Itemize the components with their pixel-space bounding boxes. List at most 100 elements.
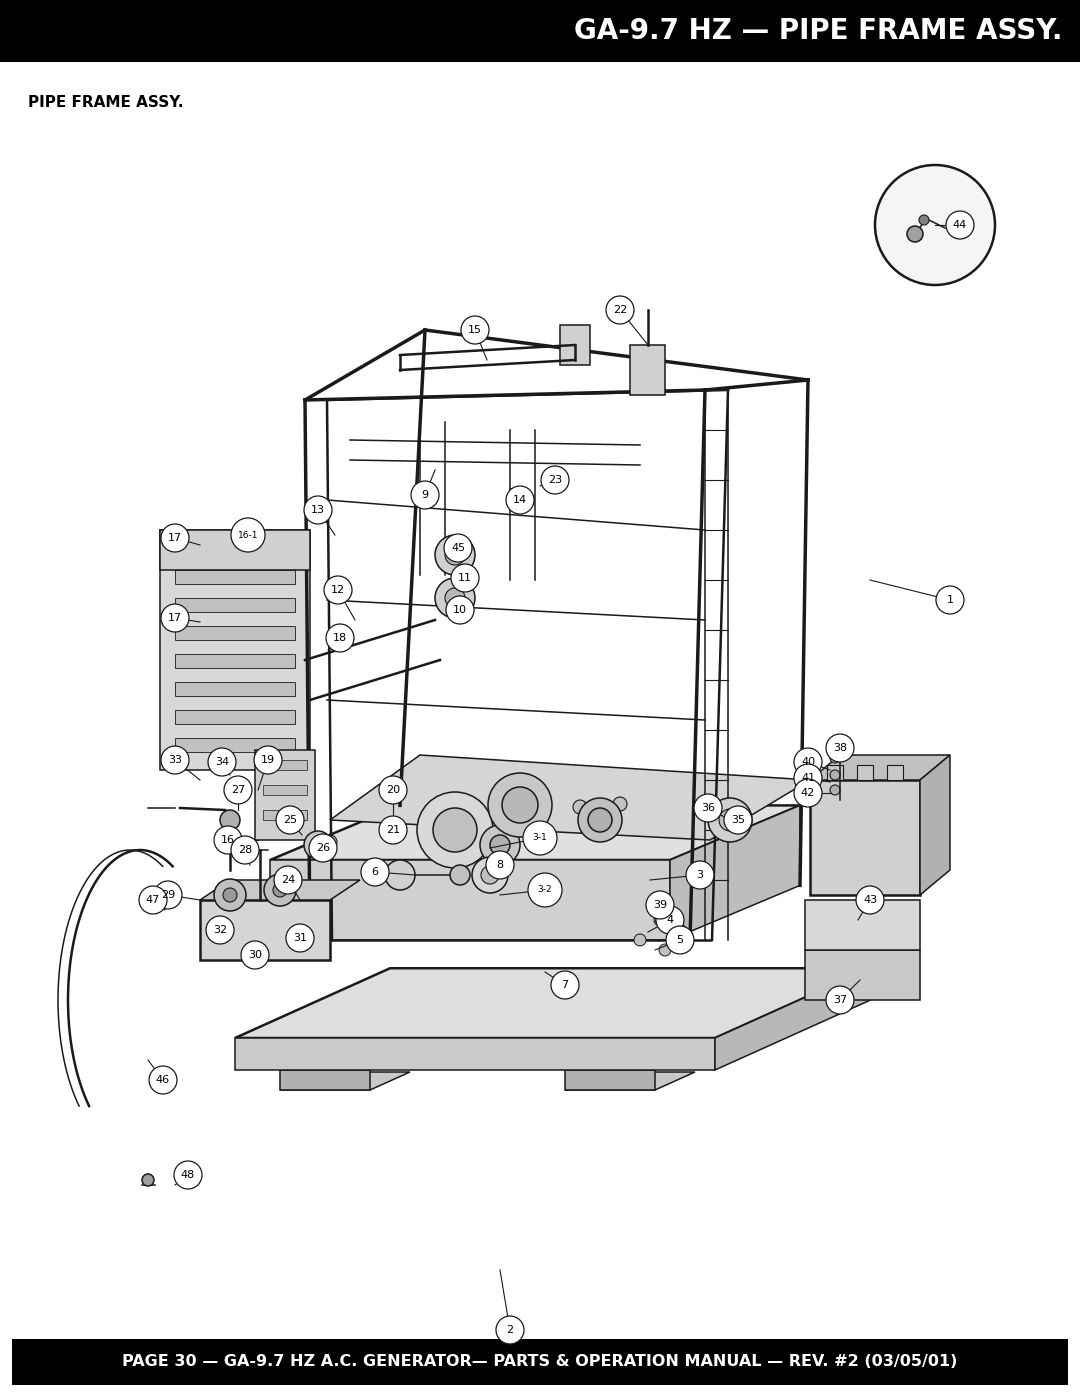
Polygon shape [810,754,950,780]
Circle shape [946,211,974,239]
Circle shape [154,882,183,909]
Bar [12,1338,1068,1384]
Polygon shape [175,738,295,752]
Circle shape [451,564,480,592]
Polygon shape [200,880,360,900]
Circle shape [659,944,671,956]
Circle shape [254,746,282,774]
Circle shape [326,624,354,652]
Circle shape [656,907,684,935]
Circle shape [435,578,475,617]
Text: 2: 2 [507,1324,514,1336]
Circle shape [231,835,259,863]
Text: 48: 48 [180,1171,195,1180]
Polygon shape [827,766,843,780]
Bar [0,0,1080,61]
Text: 31: 31 [293,933,307,943]
Circle shape [446,597,474,624]
Circle shape [541,467,569,495]
Text: 16: 16 [221,835,235,845]
Text: 12: 12 [330,585,346,595]
Polygon shape [805,950,920,1000]
Polygon shape [160,529,310,570]
Circle shape [224,775,252,805]
Polygon shape [235,968,870,1038]
Circle shape [486,851,514,879]
Text: 42: 42 [801,788,815,798]
Polygon shape [264,785,307,795]
Text: 6: 6 [372,868,378,877]
Circle shape [379,775,407,805]
Polygon shape [810,780,920,895]
Text: 41: 41 [801,773,815,782]
Text: 14: 14 [513,495,527,504]
Text: 23: 23 [548,475,562,485]
Circle shape [472,856,508,893]
Circle shape [480,826,519,865]
Text: 13: 13 [311,504,325,515]
Circle shape [936,585,964,615]
Circle shape [286,923,314,951]
Polygon shape [280,1070,370,1090]
Circle shape [273,883,287,897]
Polygon shape [280,1071,410,1090]
Circle shape [831,753,840,763]
Circle shape [214,879,246,911]
Circle shape [241,942,269,970]
Circle shape [149,1066,177,1094]
Text: 11: 11 [458,573,472,583]
Polygon shape [565,1070,654,1090]
Circle shape [384,861,415,890]
Circle shape [303,831,332,859]
Circle shape [831,785,840,795]
Circle shape [361,858,389,886]
Text: 40: 40 [801,757,815,767]
Circle shape [324,576,352,604]
Circle shape [411,481,438,509]
Circle shape [496,1316,524,1344]
Circle shape [208,747,237,775]
Text: 33: 33 [168,754,183,766]
Polygon shape [175,710,295,724]
Text: 20: 20 [386,785,400,795]
Circle shape [444,534,472,562]
Text: 19: 19 [261,754,275,766]
Text: 3-1: 3-1 [532,834,548,842]
Text: 47: 47 [146,895,160,905]
Circle shape [826,733,854,761]
Text: 16-1: 16-1 [238,531,258,539]
Text: 29: 29 [161,890,175,900]
Circle shape [222,888,237,902]
Circle shape [220,810,240,830]
Circle shape [666,926,694,954]
Circle shape [450,865,470,886]
Circle shape [875,165,995,285]
Circle shape [523,821,557,855]
Circle shape [161,604,189,631]
Circle shape [445,588,465,608]
Text: 17: 17 [167,613,183,623]
Circle shape [528,873,562,907]
Polygon shape [270,806,800,861]
Circle shape [312,840,324,851]
Text: 15: 15 [468,326,482,335]
Circle shape [588,807,612,833]
Text: 37: 37 [833,995,847,1004]
Text: 18: 18 [333,633,347,643]
Circle shape [919,215,929,225]
Text: 44: 44 [953,219,967,231]
Text: 22: 22 [612,305,627,314]
Text: 39: 39 [653,900,667,909]
Text: 21: 21 [386,826,400,835]
Polygon shape [200,900,330,960]
Text: 10: 10 [453,605,467,615]
Circle shape [502,787,538,823]
Text: GA-9.7 HZ — PIPE FRAME ASSY.: GA-9.7 HZ — PIPE FRAME ASSY. [573,17,1062,45]
Text: 9: 9 [421,490,429,500]
Text: 17: 17 [167,534,183,543]
Circle shape [161,746,189,774]
Circle shape [435,535,475,576]
Polygon shape [565,1071,696,1090]
Polygon shape [160,529,310,770]
Circle shape [686,861,714,888]
